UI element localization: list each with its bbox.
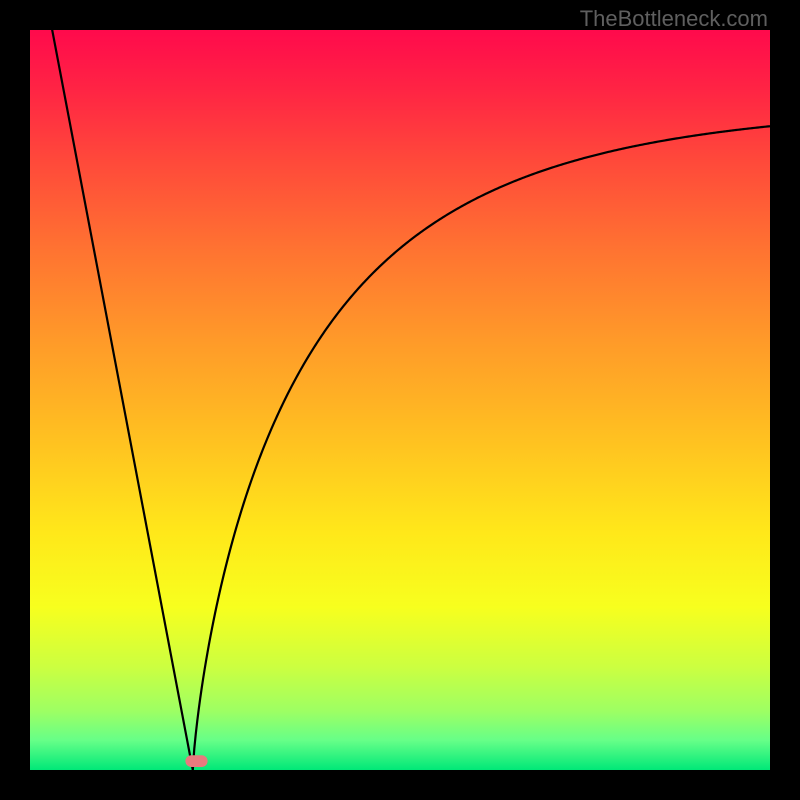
chart-stage: TheBottleneck.com <box>0 0 800 800</box>
optimal-marker <box>185 755 207 767</box>
bottleneck-chart <box>0 0 800 800</box>
